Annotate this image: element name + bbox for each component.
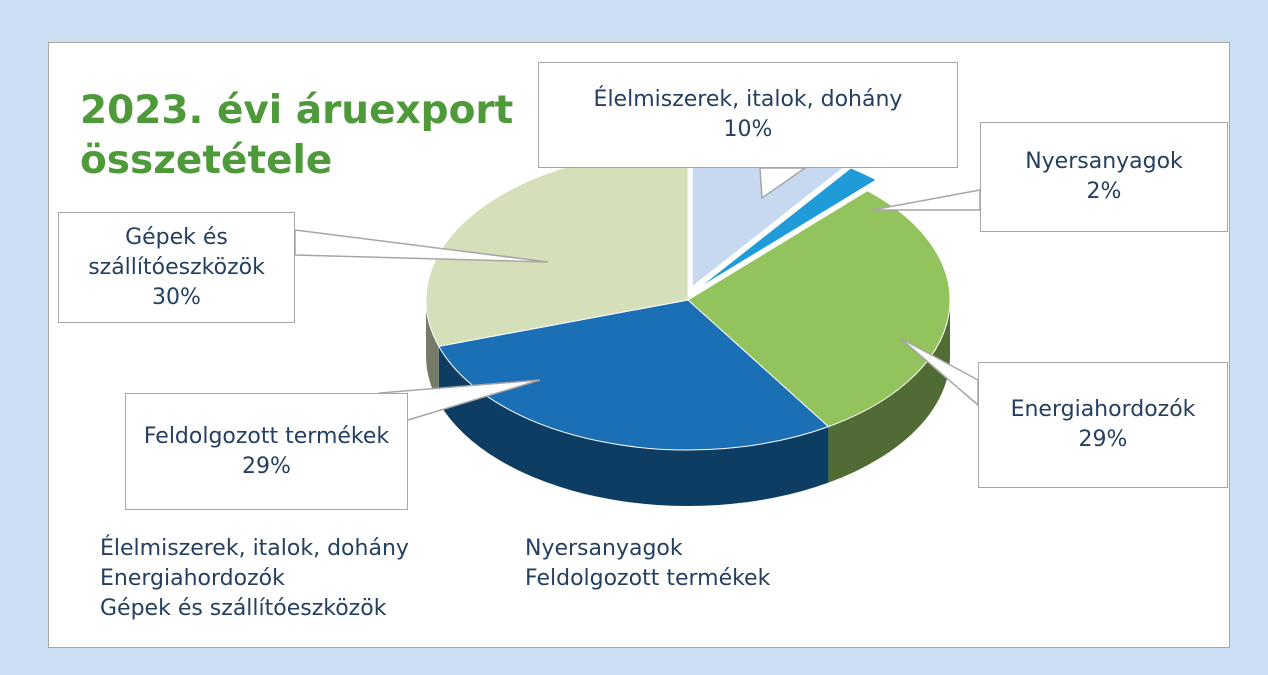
data-label: Élelmiszerek, italok, dohány 10%: [538, 62, 958, 168]
legend-item: Gépek és szállítóeszközök: [100, 596, 386, 621]
callout-pointer: [294, 229, 549, 263]
slice: [687, 190, 951, 428]
data-label: Feldolgozott termékek 29%: [125, 393, 408, 510]
callout-pointer: [759, 167, 808, 200]
data-label-value: 29%: [242, 453, 291, 479]
data-label: Energiahordozók 29%: [978, 362, 1228, 488]
slice-side: [438, 346, 829, 507]
data-label-value: 29%: [1078, 427, 1128, 452]
data-label: Gépek és szállítóeszközök 30%: [58, 212, 295, 323]
data-label-name: Energiahordozók: [1010, 397, 1196, 422]
data-label-name: Feldolgozott termékek: [143, 423, 390, 449]
data-label-value: 2%: [1086, 179, 1122, 204]
legend-label: Nyersanyagok: [525, 536, 683, 561]
data-label-value: 30%: [152, 284, 201, 310]
slice-side: [426, 300, 439, 403]
slice-side: [828, 300, 950, 483]
slice: [438, 299, 830, 451]
legend-label: Energiahordozók: [100, 566, 285, 591]
legend-label: Feldolgozott termékek: [525, 566, 771, 591]
callout-pointer: [871, 189, 981, 211]
legend-item: Nyersanyagok: [525, 536, 683, 561]
data-label: Nyersanyagok 2%: [980, 122, 1228, 232]
legend-label: Gépek és szállítóeszközök: [100, 596, 387, 621]
data-label-value: 10%: [723, 117, 773, 142]
legend-label: Élelmiszerek, italok, dohány: [100, 536, 409, 561]
data-label-name: Nyersanyagok: [1025, 149, 1183, 174]
data-label-name: Élelmiszerek, italok, dohány: [593, 87, 903, 112]
legend-item: Élelmiszerek, italok, dohány: [100, 536, 409, 561]
data-label-name: Gépek és szállítóeszközök: [88, 224, 265, 280]
legend-item: Feldolgozott termékek: [525, 566, 770, 591]
chart-title: 2023. évi áruexport összetétele: [80, 88, 514, 183]
legend-item: Energiahordozók: [100, 566, 285, 591]
